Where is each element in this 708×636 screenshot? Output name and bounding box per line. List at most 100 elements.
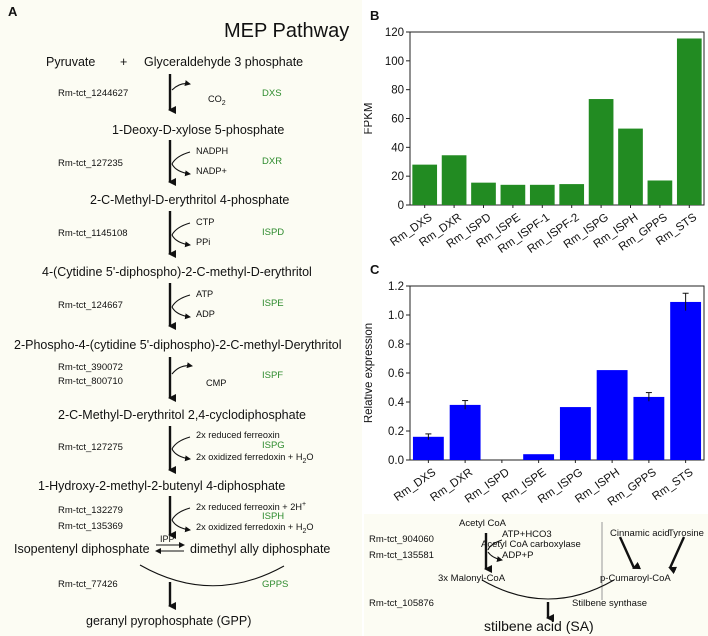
relative-expression-bar-chart: 0.0 0.2 0.4 0.6 0.8 1.0 1.2 Relative expression… (364, 281, 705, 509)
gene-id-sts: Rm-tct_105876 (369, 598, 434, 609)
fpkm-y-tick-label: 40 (391, 142, 404, 154)
cofactor-adp: ADP (196, 309, 215, 319)
enzyme-dxs: DXS (262, 88, 282, 99)
gene-id-dxr: Rm-tct_127235 (58, 158, 123, 169)
fpkm-bar (412, 164, 438, 205)
gene-id-ispg: Rm-tct_127275 (58, 442, 123, 453)
cofactor-atp-hco3: ATP+HCO3 (502, 529, 552, 540)
gene-id-isph-2: Rm-tct_135369 (58, 521, 123, 532)
compound-mecpp: 2-C-Methyl-D-erythritol 2,4-cyclodiphosp… (58, 408, 307, 422)
panel-d-background (364, 514, 708, 636)
fpkm-y-tick-label: 0 (398, 200, 404, 212)
plus-sign: + (120, 55, 128, 69)
relexp-bar (596, 370, 628, 460)
fpkm-bar (647, 180, 673, 205)
cofactor-adp-p: ADP+P (502, 550, 534, 561)
cofactor-nadp: NADP+ (196, 166, 227, 176)
compound-stilbene-acid: stilbene acid (SA) (484, 618, 594, 634)
fpkm-bar (471, 182, 496, 205)
relexp-bar (449, 404, 481, 460)
relexp-y-tick-label: 0.8 (388, 339, 404, 351)
enzyme-ispf: ISPF (262, 370, 284, 381)
fpkm-bar-chart: 020406080100120FPKMRm_DXSRm_DXRRm_ISPDRm… (364, 27, 705, 256)
cofactor-co2: CO2 (208, 94, 226, 107)
compound-pyruvate: Pyruvate (46, 55, 96, 69)
gene-id-ispd: Rm-tct_1145108 (58, 228, 128, 239)
gene-id-ispf-2: Rm-tct_800710 (58, 376, 123, 387)
gene-id-ispf-1: Rm-tct_390072 (58, 362, 123, 373)
compound-p-coumaroyl-coa: p-Cumaroyl-CoA (600, 573, 671, 584)
gene-id-gpps: Rm-tct_77426 (58, 579, 118, 590)
enzyme-gpps: GPPS (262, 579, 289, 590)
ipp-label: IPP (160, 534, 175, 544)
compound-dmapp: dimethyl ally diphosphate (190, 542, 331, 556)
relexp-y-axis-label: Relative expression (364, 323, 375, 423)
enzyme-ispe: ISPE (262, 298, 284, 309)
relexp-x-tick-label: Rm_STS (650, 466, 695, 503)
enzyme-stilbene-synthase: Stilbene synthase (572, 598, 647, 609)
stilbene-pathway-arrows (481, 522, 686, 622)
fpkm-y-tick-label: 120 (385, 27, 404, 39)
fpkm-y-tick-label: 20 (391, 171, 404, 183)
panel-b-letter: B (370, 8, 380, 23)
relexp-y-tick-label: 1.2 (388, 281, 404, 293)
fpkm-bar (618, 128, 643, 205)
pathway-arrows (139, 74, 285, 610)
fpkm-bar (441, 155, 467, 205)
relexp-bar (412, 436, 444, 460)
fpkm-bar (559, 184, 585, 205)
compound-acetyl-coa: Acetyl CoA (459, 518, 506, 529)
fpkm-bar (588, 99, 614, 205)
compound-hmbpp: 1-Hydroxy-2-methyl-2-butenyl 4-diphospha… (38, 479, 286, 493)
fpkm-y-tick-label: 80 (391, 85, 404, 97)
cofactor-oxidized-ferredoxin: 2x oxidized ferredoxin + H2O (196, 452, 314, 465)
relexp-bar (523, 454, 555, 460)
relexp-y-tick-label: 1.0 (388, 310, 404, 322)
relexp-y-tick-label: 0.6 (388, 368, 404, 380)
relexp-bar (559, 407, 591, 460)
gene-id-dxs: Rm-tct_1244627 (58, 88, 129, 99)
panel-c-letter: C (370, 262, 380, 277)
gene-id-acc-2: Rm-tct_135581 (369, 550, 434, 561)
cofactor-nadph: NADPH (196, 146, 229, 156)
compound-glyceraldehyde: Glyceraldehyde 3 phosphate (144, 55, 304, 69)
fpkm-y-axis-label: FPKM (364, 103, 375, 135)
relexp-bar (670, 301, 702, 460)
enzyme-dxr: DXR (262, 156, 283, 167)
enzyme-acetyl-coa-carboxylase: Acetyl CoA carboxylase (481, 539, 581, 550)
compound-ipp: Isopentenyl diphosphate (14, 542, 150, 556)
fpkm-y-tick-label: 100 (385, 56, 404, 68)
pathway-title: MEP Pathway (224, 20, 350, 42)
cofactor-cmp: CMP (206, 378, 227, 388)
fpkm-y-tick-label: 60 (391, 114, 404, 126)
compound-cinnamic-acid: Cinnamic acid (610, 528, 670, 539)
fpkm-bar (500, 184, 526, 205)
fpkm-bar (676, 38, 702, 205)
panel-a-letter: A (8, 4, 18, 19)
enzyme-ispd: ISPD (262, 227, 285, 238)
fpkm-bar (529, 184, 555, 205)
compound-gpp: geranyl pyrophosphate (GPP) (86, 614, 252, 628)
enzyme-ispg: ISPG (262, 440, 285, 451)
cofactor-reduced-ferredoxin-2h: 2x reduced ferreoxin + 2H+ (196, 501, 307, 513)
cofactor-oxidized-ferredoxin-h2o: 2x oxidized ferredoxin + H2O (196, 522, 314, 535)
relexp-y-tick-label: 0.0 (388, 455, 404, 467)
relexp-y-tick-label: 0.4 (388, 397, 405, 409)
compound-malonyl-coa: 3x Malonyl-CoA (438, 573, 506, 584)
compound-mep: 2-C-Methyl-D-erythritol 4-phosphate (90, 193, 290, 207)
compound-dxp: 1-Deoxy-D-xylose 5-phosphate (112, 123, 285, 137)
enzyme-isph: ISPH (262, 511, 285, 522)
cofactor-atp: ATP (196, 289, 214, 299)
gene-id-ispe: Rm-tct_124667 (58, 300, 123, 311)
cofactor-ctp: CTP (196, 217, 215, 227)
compound-cdp-me: 4-(Cytidine 5'-diphospho)-2-C-methyl-D-e… (42, 265, 312, 279)
panel-a-background (0, 0, 362, 636)
relexp-bar (633, 396, 665, 460)
gene-id-isph-1: Rm-tct_132279 (58, 505, 123, 516)
compound-cdp-mep: 2-Phospho-4-(cytidine 5'-diphospho)-2-C-… (14, 338, 342, 352)
cofactor-reduced-ferredoxin: 2x reduced ferreoxin (196, 430, 280, 440)
cofactor-ppi: PPi (196, 237, 211, 247)
compound-tyrosine: Tyrosine (668, 528, 704, 539)
gene-id-acc-1: Rm-tct_904060 (369, 534, 434, 545)
relexp-y-tick-label: 0.2 (388, 426, 404, 438)
